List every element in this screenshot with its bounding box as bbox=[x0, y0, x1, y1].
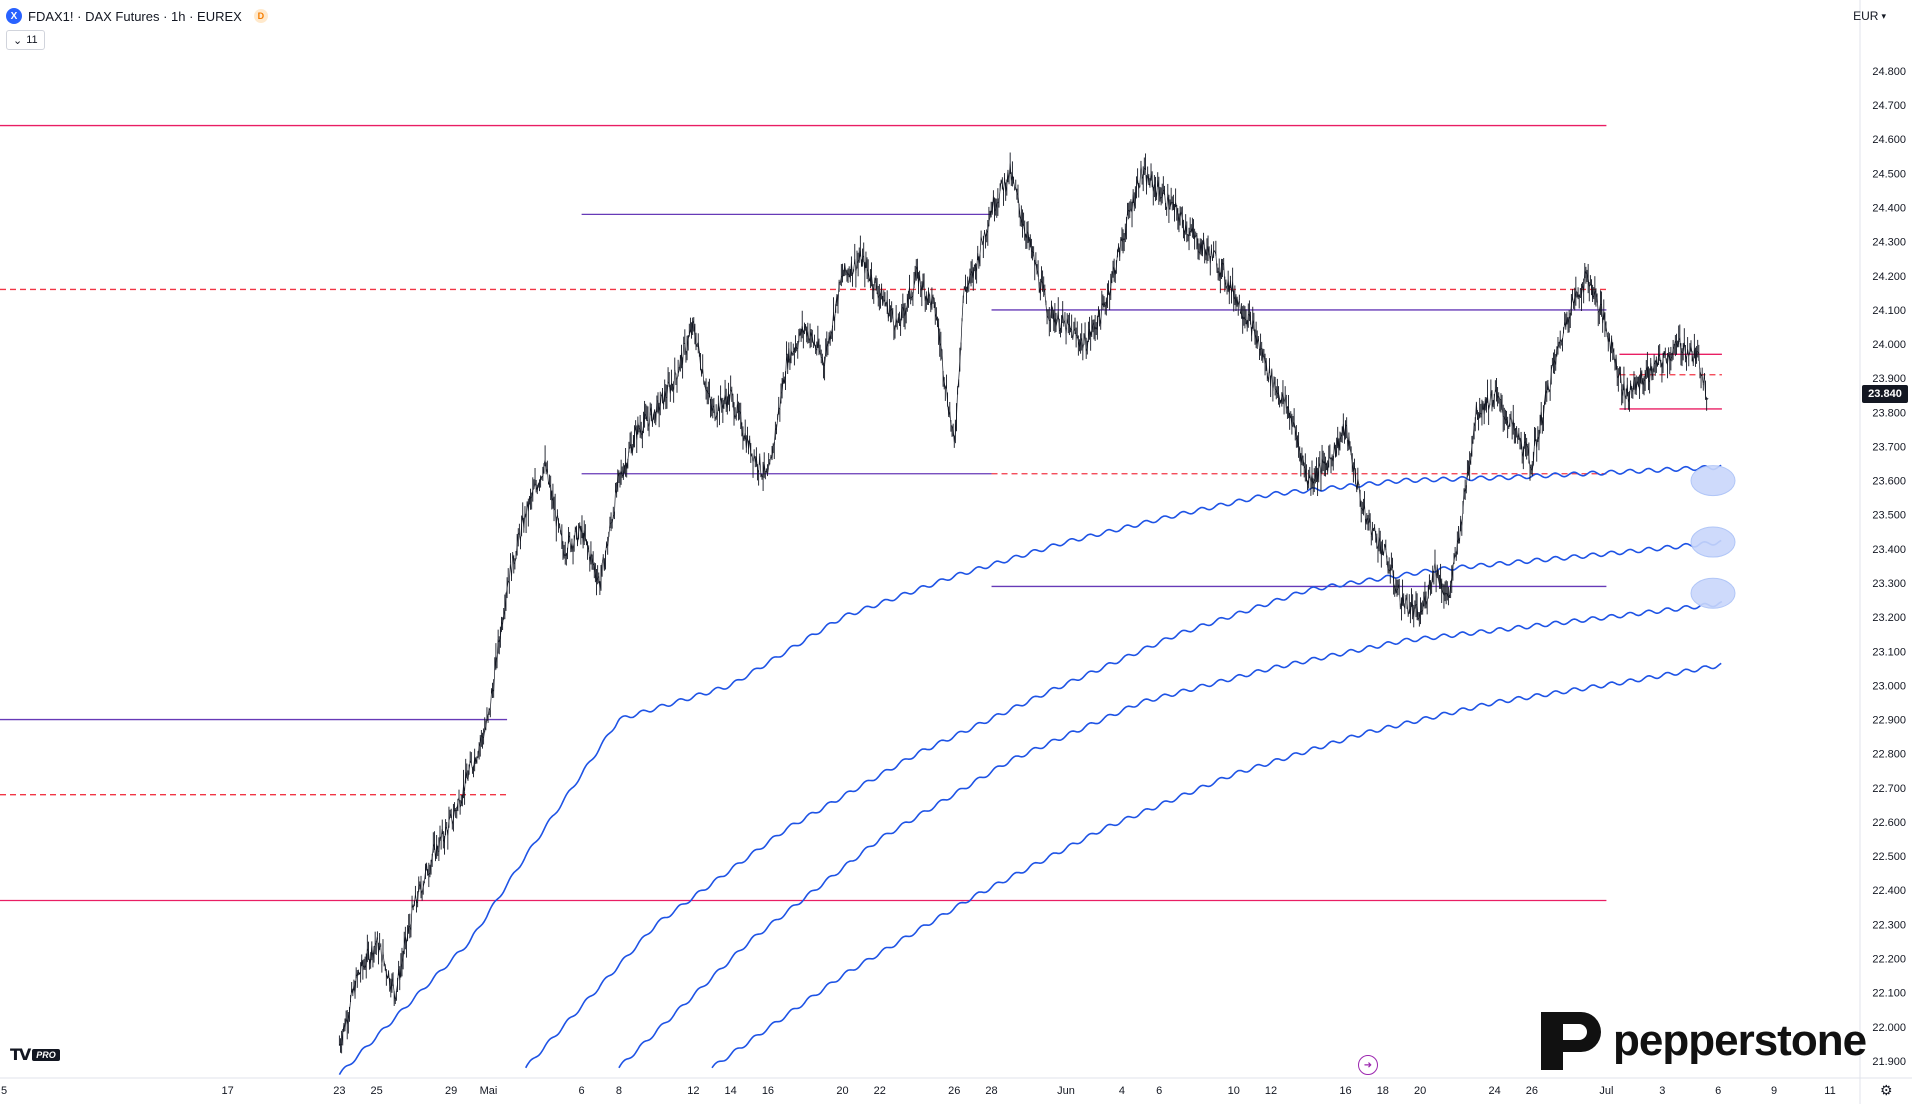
y-tick-label: 23.700 bbox=[1872, 441, 1906, 453]
x-tick-label: 22 bbox=[874, 1085, 886, 1097]
tradingview-logo[interactable]: TV PRO bbox=[10, 1045, 60, 1064]
pro-badge: PRO bbox=[32, 1048, 60, 1061]
y-tick-label: 22.400 bbox=[1872, 885, 1906, 897]
y-tick-label: 24.400 bbox=[1872, 203, 1906, 215]
y-tick-label: 23.800 bbox=[1872, 407, 1906, 419]
gear-icon[interactable]: ⚙ bbox=[1880, 1082, 1893, 1098]
y-tick-label: 23.300 bbox=[1872, 578, 1906, 590]
x-tick-label: 6 bbox=[1715, 1085, 1721, 1097]
y-tick-label: 24.500 bbox=[1872, 168, 1906, 180]
symbol-icon[interactable]: X bbox=[6, 8, 22, 24]
y-tick-label: 22.100 bbox=[1872, 988, 1906, 1000]
currency-selector[interactable]: EUR ▾ bbox=[1847, 6, 1892, 26]
time-axis[interactable]: 5 17 23 25 29 Mai 6 8 12 14 16 20 22 26 28 Jun 4 6 10 12 16 1… bbox=[0, 1077, 1912, 1097]
indicator-count: 11 bbox=[26, 34, 38, 46]
x-tick-label: 16 bbox=[1339, 1085, 1351, 1097]
y-tick-label: 22.800 bbox=[1872, 749, 1906, 761]
moving-average-line bbox=[338, 464, 1722, 1076]
price-line bbox=[339, 163, 1709, 1046]
target-marker bbox=[1690, 465, 1736, 497]
target-marker bbox=[1690, 526, 1736, 558]
x-tick-label: 6 bbox=[579, 1085, 585, 1097]
moving-average-line bbox=[711, 662, 1722, 1069]
price-series bbox=[338, 152, 1709, 1054]
y-tick-label: 23.100 bbox=[1872, 646, 1906, 658]
pepperstone-mark-icon bbox=[1541, 1012, 1601, 1070]
x-tick-label: 29 bbox=[445, 1085, 457, 1097]
y-tick-label: 23.000 bbox=[1872, 680, 1906, 692]
chevron-down-icon: ▾ bbox=[1881, 10, 1886, 21]
data-status-badge[interactable]: D bbox=[253, 9, 268, 23]
x-tick-label: 9 bbox=[1771, 1085, 1777, 1097]
pepperstone-logo: pepperstone bbox=[1535, 1010, 1867, 1072]
y-tick-label: 24.200 bbox=[1872, 271, 1906, 283]
y-tick-label: 23.400 bbox=[1872, 544, 1906, 556]
x-tick-label: 26 bbox=[948, 1085, 960, 1097]
y-tick-label: 22.200 bbox=[1872, 954, 1906, 966]
y-tick-label: 22.300 bbox=[1872, 919, 1906, 931]
x-tick-label: 14 bbox=[725, 1085, 737, 1097]
x-tick-label: 11 bbox=[1824, 1085, 1835, 1097]
moving-averages bbox=[338, 464, 1723, 1076]
x-tick-label: 10 bbox=[1228, 1085, 1240, 1097]
go-to-realtime-icon[interactable]: ➜ bbox=[1358, 1055, 1378, 1075]
moving-average-line bbox=[618, 600, 1723, 1069]
pepperstone-wordmark: pepperstone bbox=[1613, 1016, 1867, 1065]
chevron-down-icon: ⌄ bbox=[13, 34, 23, 47]
x-tick-label: 6 bbox=[1156, 1085, 1162, 1097]
y-tick-label: 23.600 bbox=[1872, 476, 1906, 488]
x-tick-label: 25 bbox=[371, 1085, 383, 1097]
symbol-title[interactable]: FDAX1! · DAX Futures · 1h · EUREX bbox=[28, 8, 242, 24]
x-tick-label: 26 bbox=[1526, 1085, 1538, 1097]
y-tick-label: 22.900 bbox=[1872, 715, 1906, 727]
x-tick-label: Jun bbox=[1057, 1085, 1075, 1097]
y-tick-label: 23.900 bbox=[1872, 373, 1906, 385]
current-price-label: 23.840 bbox=[1862, 385, 1908, 403]
y-tick-label: 21.900 bbox=[1872, 1056, 1906, 1068]
y-tick-label: 24.800 bbox=[1872, 66, 1906, 78]
x-tick-label: 12 bbox=[1265, 1085, 1277, 1097]
x-tick-label: 3 bbox=[1659, 1085, 1665, 1097]
target-markers bbox=[1690, 465, 1736, 609]
indicators-toggle[interactable]: ⌄ 11 bbox=[6, 30, 45, 50]
x-tick-label: 4 bbox=[1119, 1085, 1125, 1097]
y-tick-label: 23.200 bbox=[1872, 612, 1906, 624]
x-tick-label: 28 bbox=[985, 1085, 997, 1097]
x-tick-label: 24 bbox=[1488, 1085, 1500, 1097]
y-tick-label: 24.700 bbox=[1872, 100, 1906, 112]
x-tick-label: 20 bbox=[1414, 1085, 1426, 1097]
y-tick-label: 24.000 bbox=[1872, 339, 1906, 351]
y-tick-label: 22.600 bbox=[1872, 817, 1906, 829]
y-tick-label: 23.500 bbox=[1872, 510, 1906, 522]
x-tick-label: Mai bbox=[480, 1085, 498, 1097]
y-tick-label: 24.300 bbox=[1872, 237, 1906, 249]
x-tick-label: 23 bbox=[333, 1085, 345, 1097]
moving-average-line bbox=[525, 539, 1722, 1069]
y-tick-label: 24.600 bbox=[1872, 134, 1906, 146]
x-tick-label: 18 bbox=[1377, 1085, 1389, 1097]
y-tick-label: 24.100 bbox=[1872, 305, 1906, 317]
x-tick-label: 17 bbox=[221, 1085, 233, 1097]
chart-header: X FDAX1! · DAX Futures · 1h · EUREX D bbox=[6, 6, 268, 26]
x-tick-label: 5 bbox=[1, 1085, 7, 1097]
y-tick-label: 22.700 bbox=[1872, 783, 1906, 795]
x-tick-label: 20 bbox=[836, 1085, 848, 1097]
x-tick-label: 8 bbox=[616, 1085, 622, 1097]
y-tick-label: 22.500 bbox=[1872, 851, 1906, 863]
y-tick-label: 22.000 bbox=[1872, 1022, 1906, 1034]
tradingview-mark: TV bbox=[10, 1045, 31, 1064]
x-tick-label: Jul bbox=[1599, 1085, 1613, 1097]
currency-label: EUR bbox=[1853, 9, 1879, 23]
horizontal-levels bbox=[0, 124, 1722, 902]
price-axis[interactable]: 21.900 22.000 22.100 22.200 22.300 22.400 22.5… bbox=[1859, 0, 1906, 1104]
x-tick-label: 12 bbox=[687, 1085, 699, 1097]
x-tick-label: 16 bbox=[762, 1085, 774, 1097]
target-marker bbox=[1690, 577, 1736, 609]
